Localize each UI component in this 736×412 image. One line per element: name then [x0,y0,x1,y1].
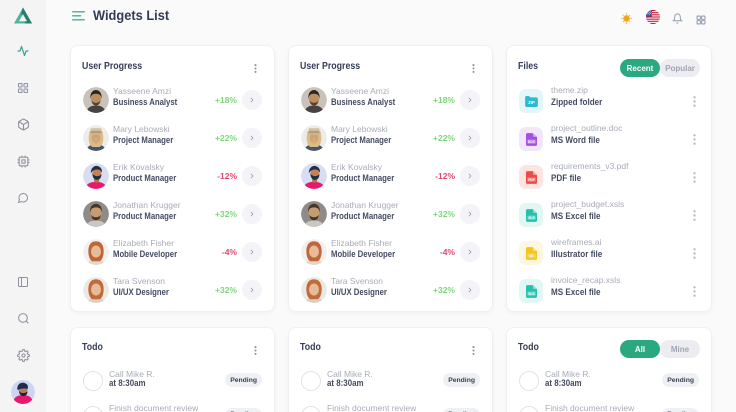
svg-text:PDF: PDF [528,177,535,181]
svg-text:AI: AI [529,253,532,257]
svg-text:DOC: DOC [527,139,535,143]
svg-text:ZIP: ZIP [528,100,535,105]
svg-text:XLS: XLS [528,291,535,295]
svg-text:XLS: XLS [528,215,535,219]
